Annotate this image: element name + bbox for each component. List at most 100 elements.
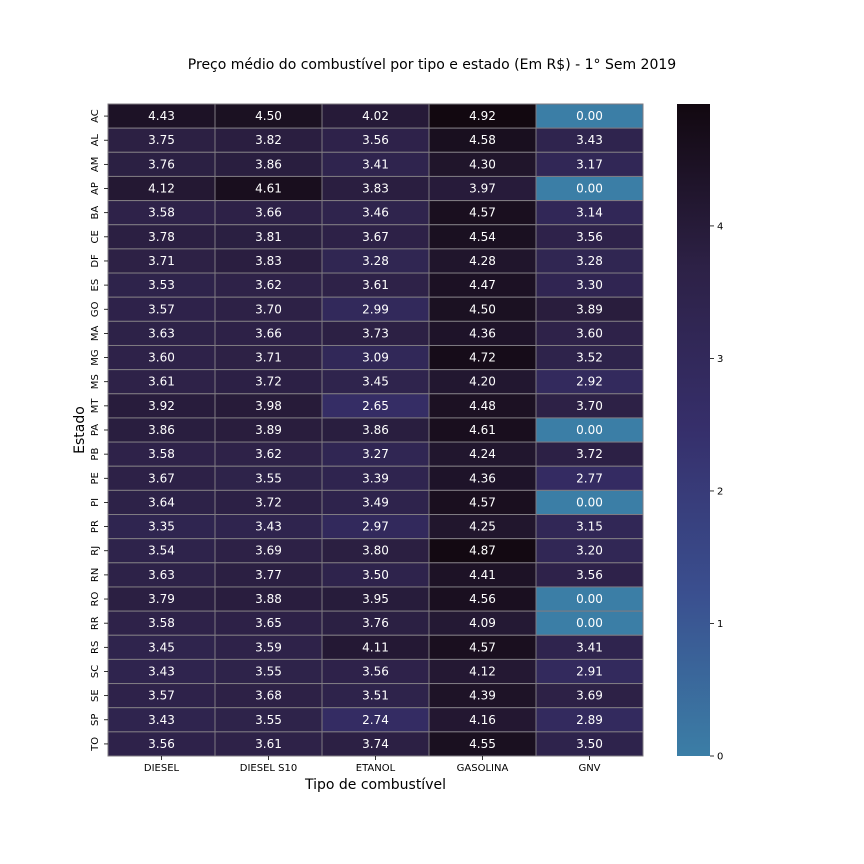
heatmap-cell [428,224,537,250]
cell-value-label: 3.30 [576,278,603,292]
heatmap-cell [428,175,537,202]
heatmap-cell [214,731,323,757]
heatmap-cell [535,344,644,371]
heatmap-cell [214,151,323,177]
heatmap-cell [214,103,323,129]
heatmap-cell [321,658,430,685]
cell-value-label: 3.52 [576,351,603,365]
colorbar-tick-label: 3 [717,354,723,365]
heatmap-cell [214,272,323,298]
heatmap-cell [107,344,216,371]
cell-value-label: 3.56 [362,133,389,147]
y-tick-label: BA [90,206,101,220]
cell-value-label: 3.14 [576,206,603,220]
cell-value-label: 3.71 [255,351,282,365]
y-tick-label: DF [90,254,101,268]
heatmap-cell [428,417,537,443]
cell-value-label: 3.17 [576,157,603,171]
cell-value-label: 3.20 [576,544,603,558]
cell-value-label: 3.65 [255,616,282,630]
cell-value-label: 3.43 [255,520,282,534]
cell-value-label: 4.02 [362,109,389,123]
cell-value-label: 4.12 [469,664,496,678]
y-tick-label: AL [90,134,101,147]
cell-value-label: 2.89 [576,713,603,727]
cell-value-label: 3.75 [148,133,175,147]
cell-value-label: 4.12 [148,182,175,196]
cell-value-label: 3.43 [148,664,175,678]
cell-value-label: 3.09 [362,351,389,365]
heatmap-cell [428,514,537,540]
y-tick-label: PA [90,424,101,436]
cell-value-label: 3.72 [576,447,603,461]
cell-value-label: 4.57 [469,206,496,220]
cell-value-label: 3.76 [148,157,175,171]
y-tick-label: SC [90,665,101,678]
cell-value-label: 3.55 [255,713,282,727]
cell-value-label: 3.62 [255,447,282,461]
heatmap-cell [535,489,644,516]
cell-value-label: 3.58 [148,616,175,630]
heatmap-cell [428,465,537,491]
heatmap-cell [107,417,216,443]
cell-value-label: 3.67 [362,230,389,244]
cell-value-label: 3.79 [148,592,175,606]
heatmap-cell [428,344,537,371]
x-axis-label: Tipo de combustível [304,777,446,793]
cell-value-label: 4.56 [469,592,496,606]
cell-value-label: 4.72 [469,351,496,365]
cell-value-label: 3.39 [362,471,389,485]
heatmap-cell [107,683,216,709]
cell-value-label: 4.36 [469,326,496,340]
y-tick-label: ES [90,279,101,292]
cell-value-label: 3.81 [255,230,282,244]
cell-value-label: 3.60 [576,326,603,340]
cell-value-label: 3.61 [362,278,389,292]
cell-value-label: 4.43 [148,109,175,123]
heatmap-cell [535,658,644,685]
cell-value-label: 3.83 [362,182,389,196]
cell-value-label: 3.15 [576,520,603,534]
cell-value-label: 3.82 [255,133,282,147]
heatmap-cell [535,224,644,250]
heatmap-cell [535,272,644,298]
heatmap-cell [214,441,323,467]
heatmap-cell [428,151,537,177]
heatmap-cell [535,683,644,709]
heatmap-cell [107,393,216,419]
heatmap-cell [214,610,323,636]
colorbar-tick-label: 2 [717,486,723,497]
colorbar-tick-label: 0 [717,752,723,763]
cell-value-label: 4.57 [469,495,496,509]
heatmap-cell [535,320,644,346]
cell-value-label: 3.83 [255,254,282,268]
cell-value-label: 3.66 [255,206,282,220]
heatmap-cell [321,489,430,516]
y-tick-label: CE [90,230,101,243]
cell-value-label: 4.61 [469,423,496,437]
heatmap-cell [107,465,216,491]
heatmap-cell [535,562,644,588]
cell-value-label: 0.00 [576,616,603,630]
cell-value-label: 3.53 [148,278,175,292]
cell-value-label: 4.55 [469,737,496,751]
colorbar-ticks: 0 1 2 3 4 [710,221,723,763]
cell-value-label: 4.48 [469,399,496,413]
heatmap-cell [535,127,644,153]
cell-value-label: 3.43 [576,133,603,147]
cell-value-label: 3.86 [148,423,175,437]
heatmap-cell [428,320,537,346]
y-tick-label: PR [90,520,101,533]
cell-value-label: 3.56 [362,664,389,678]
cell-value-label: 3.76 [362,616,389,630]
cell-value-label: 3.72 [255,375,282,389]
heatmap-cell [535,417,644,443]
heatmap-cell [107,320,216,346]
heatmap-cell [107,731,216,757]
heatmap-cell [321,465,430,491]
heatmap-cell [321,514,430,540]
cell-value-label: 3.78 [148,230,175,244]
y-tick-label: SE [90,689,101,702]
y-tick-label: RN [90,568,101,582]
cell-value-label: 4.50 [255,109,282,123]
